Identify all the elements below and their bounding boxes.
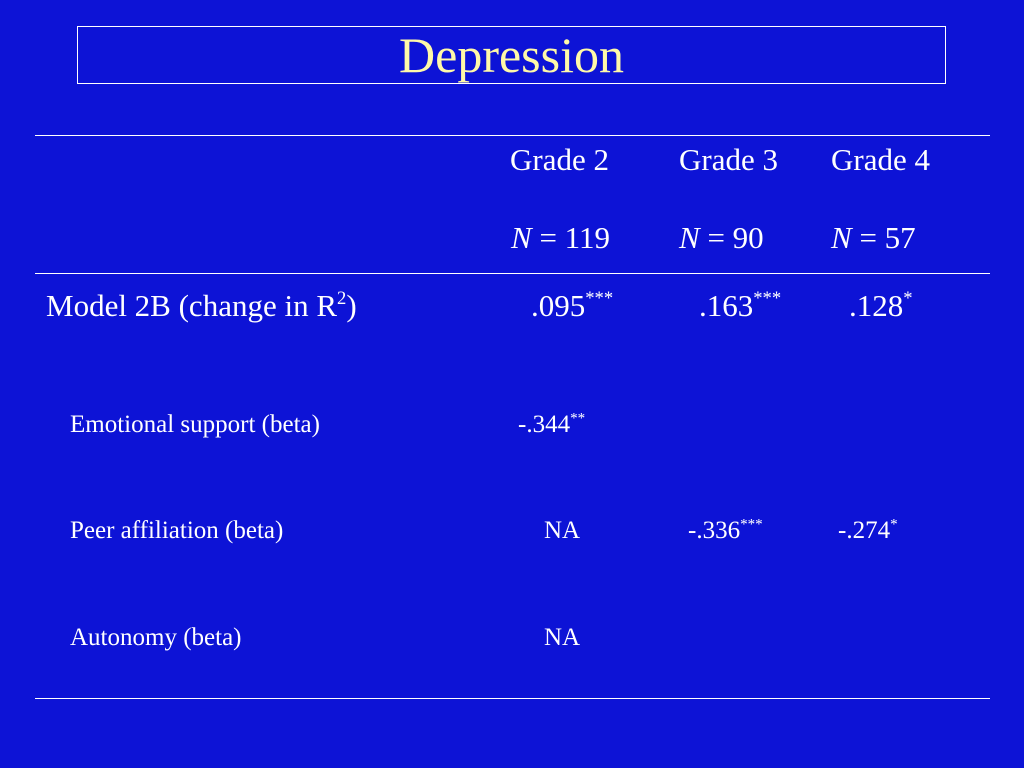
model-label-text: Model 2B (change in R — [46, 288, 338, 323]
model-value: .095 — [531, 288, 586, 323]
model-value-grade-3: .163*** — [699, 287, 782, 323]
table-rule-mid — [35, 273, 990, 274]
model-label-superscript: 2 — [337, 287, 347, 309]
beta-value: -.274 — [838, 517, 891, 544]
beta-value: NA — [544, 624, 581, 651]
n-symbol: N — [679, 220, 700, 255]
n-symbol: N — [511, 220, 532, 255]
emotional-support-grade-2: -.344** — [518, 410, 586, 438]
n-symbol: N — [831, 220, 852, 255]
row-label-autonomy: Autonomy (beta) — [70, 624, 242, 651]
n-value: = 90 — [707, 220, 764, 255]
n-value: = 57 — [859, 220, 916, 255]
model-value-grade-2: .095*** — [531, 287, 614, 323]
significance-marker: *** — [740, 516, 763, 533]
col-n-grade-3: N = 90 — [679, 222, 764, 253]
beta-value: -.336 — [688, 517, 741, 544]
peer-affiliation-grade-4: -.274* — [838, 516, 898, 544]
col-header-grade-4: Grade 4 — [831, 142, 930, 177]
significance-marker: *** — [585, 287, 614, 309]
beta-value: NA — [544, 517, 581, 544]
row-label-emotional-support: Emotional support (beta) — [70, 411, 320, 438]
n-value: = 119 — [539, 220, 611, 255]
col-header-grade-3: Grade 3 — [679, 142, 778, 177]
col-header-grade-2: Grade 2 — [510, 142, 609, 177]
table-rule-bottom — [35, 698, 990, 699]
model-label-close: ) — [346, 288, 357, 323]
peer-affiliation-grade-3: -.336*** — [688, 516, 763, 544]
col-n-grade-2: N = 119 — [511, 222, 610, 253]
significance-marker: ** — [570, 410, 586, 427]
slide-title: Depression — [399, 27, 624, 83]
significance-marker: *** — [753, 287, 782, 309]
autonomy-grade-2: NA — [544, 625, 580, 650]
significance-marker: * — [890, 516, 898, 533]
peer-affiliation-grade-2: NA — [544, 518, 580, 543]
col-n-grade-4: N = 57 — [831, 222, 916, 253]
title-box: Depression — [77, 26, 946, 84]
model-row-label: Model 2B (change in R2) — [46, 287, 357, 323]
table-rule-top — [35, 135, 990, 136]
significance-marker: * — [903, 287, 913, 309]
model-value-grade-4: .128* — [849, 287, 913, 323]
model-value: .128 — [849, 288, 904, 323]
row-label-peer-affiliation: Peer affiliation (beta) — [70, 517, 284, 544]
model-value: .163 — [699, 288, 754, 323]
beta-value: -.344 — [518, 411, 571, 438]
